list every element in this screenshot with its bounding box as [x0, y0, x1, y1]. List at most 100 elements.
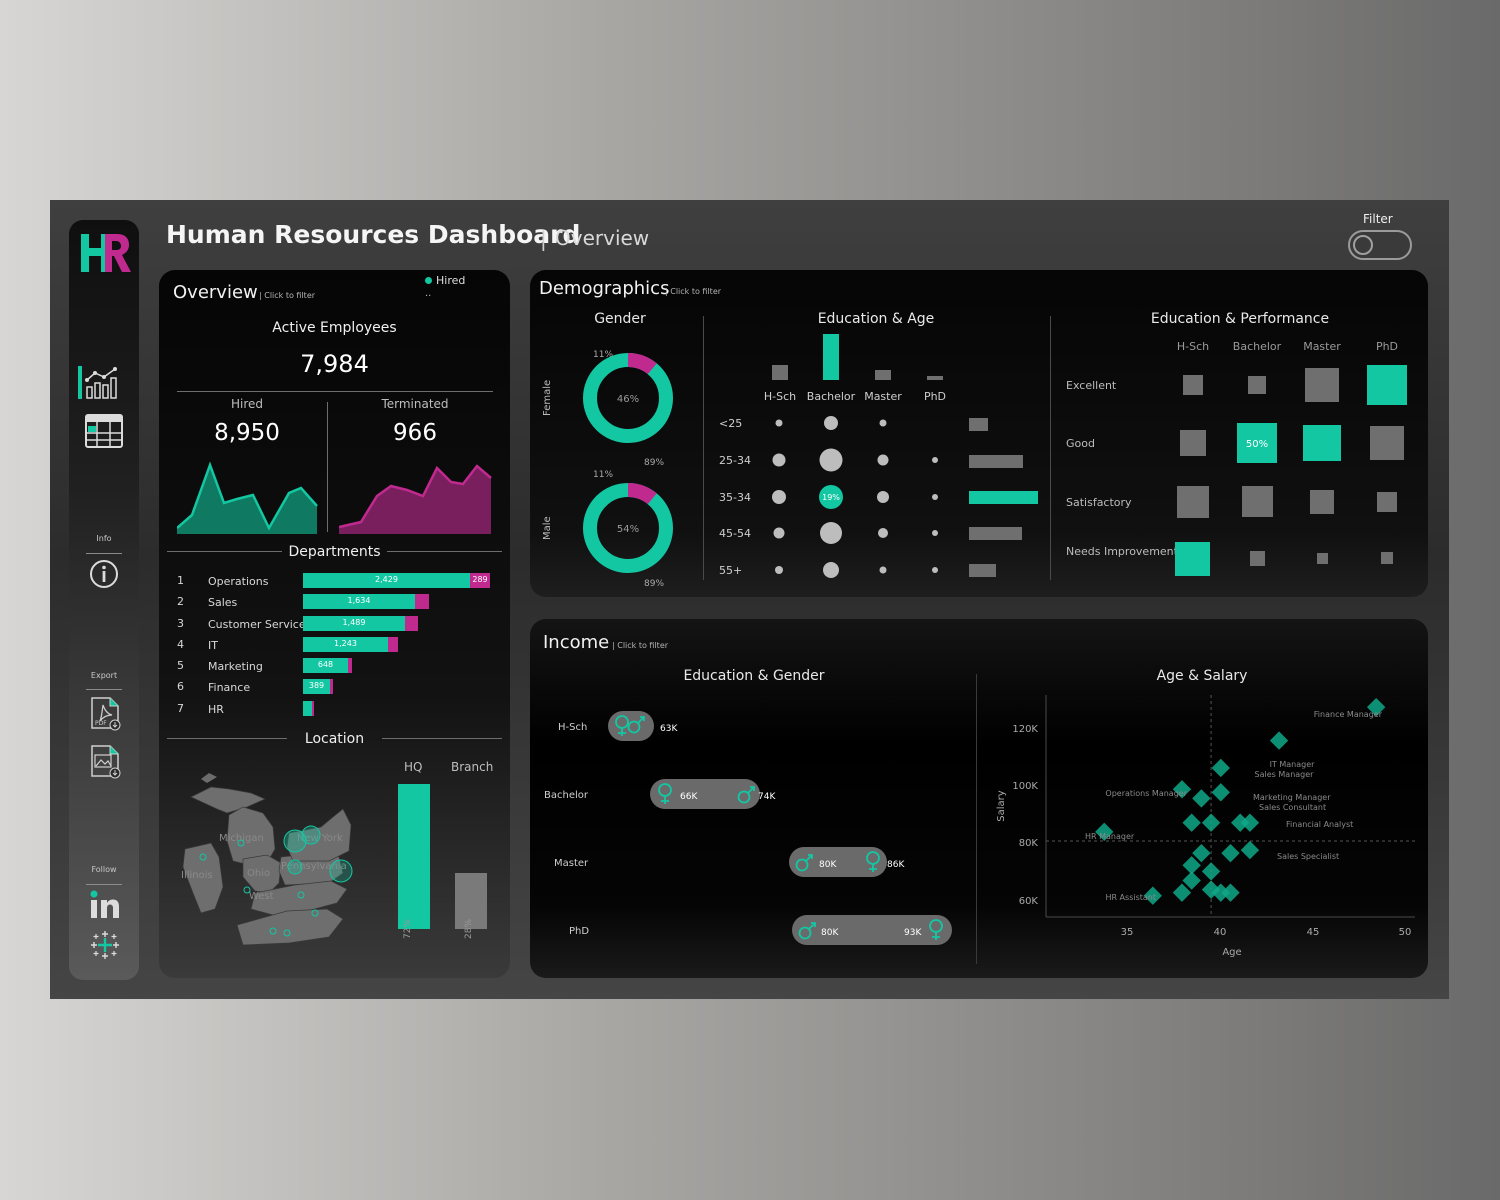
hq-bar[interactable] — [398, 784, 430, 929]
hired-trend-chart[interactable] — [177, 460, 319, 534]
department-rank: 1 — [177, 574, 184, 587]
scatter-point[interactable] — [1182, 813, 1201, 832]
departments-list: 1 Operations 2,429 289 2 Sales 1,634 3 C… — [159, 571, 510, 721]
highlight-percent: 19% — [822, 493, 840, 502]
terminated-trend-chart[interactable] — [339, 460, 493, 534]
edu-level-label: Bachelor — [807, 390, 856, 403]
income-edu-label: Master — [554, 858, 589, 869]
department-bar-terminated[interactable] — [388, 637, 398, 652]
male-label: Male — [542, 516, 553, 540]
income-hint: | Click to filter — [612, 641, 669, 650]
hired-legend-label[interactable]: Hired — [436, 274, 466, 287]
age-group-label: 35-34 — [719, 491, 751, 504]
department-name[interactable]: Finance — [208, 681, 251, 694]
department-bar-hired[interactable] — [303, 679, 330, 694]
scatter-point[interactable] — [1240, 840, 1260, 860]
performance-label: Good — [1066, 437, 1095, 450]
hq-percent: 72% — [403, 918, 413, 939]
filter-toggle-knob — [1353, 235, 1373, 255]
y-tick-label: 100K — [1012, 781, 1038, 792]
income-right-value: 86K — [887, 860, 905, 870]
income-left-value: 80K — [821, 928, 839, 938]
income-panel: Income | Click to filter Education & Gen… — [530, 619, 1428, 978]
department-bar-hired[interactable] — [303, 658, 348, 673]
follow-label: Follow — [91, 865, 117, 874]
department-name[interactable]: HR — [208, 703, 224, 716]
department-bar-hired[interactable] — [303, 701, 312, 716]
linkedin-icon[interactable] — [90, 890, 120, 920]
demographics-hint: | Click to filter — [665, 287, 722, 296]
department-bar-hired[interactable] — [303, 573, 470, 588]
scatter-point[interactable] — [1143, 886, 1163, 905]
good-bachelor-percent: 50% — [1246, 439, 1268, 450]
kpi-divider — [177, 391, 493, 392]
hr-logo-icon — [81, 234, 131, 272]
education-performance-chart[interactable]: H-Sch Bachelor Master PhD Excellent Good… — [1060, 330, 1420, 585]
scatter-point[interactable] — [1201, 813, 1221, 832]
scatter-point[interactable] — [1240, 813, 1260, 832]
department-name[interactable]: IT — [208, 639, 218, 652]
tableau-icon[interactable] — [90, 930, 120, 960]
scatter-point[interactable] — [1192, 789, 1211, 808]
department-bar-hired[interactable] — [303, 637, 388, 652]
education-age-chart[interactable]: H-Sch Bachelor Master PhD <25 25-34 35-3… — [710, 330, 1050, 590]
image-export-icon[interactable] — [90, 744, 122, 780]
scatter-point[interactable] — [1221, 843, 1240, 863]
department-bar-terminated[interactable] — [330, 679, 333, 694]
department-bar-terminated[interactable] — [470, 573, 490, 588]
hr-logo[interactable] — [77, 226, 133, 278]
income-dumbbell-chart[interactable]: 63K 66K 74K 80K 86K 80K 93K — [600, 704, 960, 964]
edu-level-label: H-Sch — [764, 390, 796, 403]
departments-rule-right — [387, 551, 502, 552]
table-nav-icon[interactable] — [85, 414, 123, 448]
department-bar-terminated[interactable] — [405, 616, 418, 631]
department-bar-hired[interactable] — [303, 594, 415, 609]
branch-label: Branch — [451, 760, 494, 774]
filter-toggle[interactable] — [1348, 230, 1412, 260]
department-name[interactable]: Customer Service — [208, 618, 306, 631]
role-label: Marketing Manager — [1253, 793, 1331, 802]
scatter-point[interactable] — [1221, 883, 1240, 902]
male-donut[interactable]: 54% — [580, 480, 676, 576]
department-bar-terminated[interactable] — [348, 658, 352, 673]
role-label: Sales Consultant — [1259, 803, 1326, 812]
department-rank: 7 — [177, 702, 184, 715]
edu-level-label: Bachelor — [1233, 340, 1282, 353]
scatter-point[interactable] — [1269, 731, 1289, 750]
export-label: Export — [90, 671, 118, 680]
department-name[interactable]: Marketing — [208, 660, 263, 673]
overview-panel: Overview | Click to filter Hired .. Acti… — [159, 270, 510, 978]
role-label: Finance Manager — [1314, 710, 1383, 719]
income-edu-label: PhD — [569, 926, 590, 937]
scatter-point[interactable] — [1211, 758, 1230, 778]
department-bar-terminated[interactable] — [312, 701, 314, 716]
department-name[interactable]: Sales — [208, 596, 238, 609]
page-title: Human Resources Dashboard — [166, 220, 581, 249]
map-label: Illinois — [181, 870, 213, 881]
department-bar-hired[interactable] — [303, 616, 405, 631]
female-label: Female — [542, 379, 553, 416]
role-label: HR Manager — [1085, 832, 1135, 841]
map-label: Michigan — [219, 833, 264, 844]
overview-title: Overview — [173, 282, 258, 303]
edu-level-label: PhD — [924, 390, 946, 403]
chart-nav-icon[interactable] — [77, 365, 123, 401]
age-salary-scatter[interactable]: 120K 100K 80K 60K 35 40 45 50 Age Salary… — [990, 689, 1420, 969]
gender-divider — [703, 316, 704, 580]
scatter-point[interactable] — [1211, 783, 1230, 802]
location-title: Location — [304, 731, 365, 747]
department-name[interactable]: Operations — [208, 575, 269, 588]
performance-label: Excellent — [1066, 379, 1117, 392]
legend-more: .. — [425, 288, 432, 299]
kpi-vertical-divider — [327, 402, 328, 532]
department-bar-terminated[interactable] — [415, 594, 429, 609]
overview-hint: | Click to filter — [259, 291, 316, 300]
department-hired-value: 648 — [317, 660, 334, 669]
pdf-export-icon[interactable]: PDF — [90, 696, 122, 732]
role-label: Sales Manager — [1255, 770, 1315, 779]
female-donut[interactable]: 46% — [580, 350, 676, 446]
location-map[interactable]: Michigan New York Illinois Ohio Pennsylv… — [177, 765, 377, 960]
branch-bar[interactable] — [455, 872, 487, 929]
scatter-point[interactable] — [1201, 862, 1221, 881]
info-icon[interactable] — [89, 559, 119, 589]
